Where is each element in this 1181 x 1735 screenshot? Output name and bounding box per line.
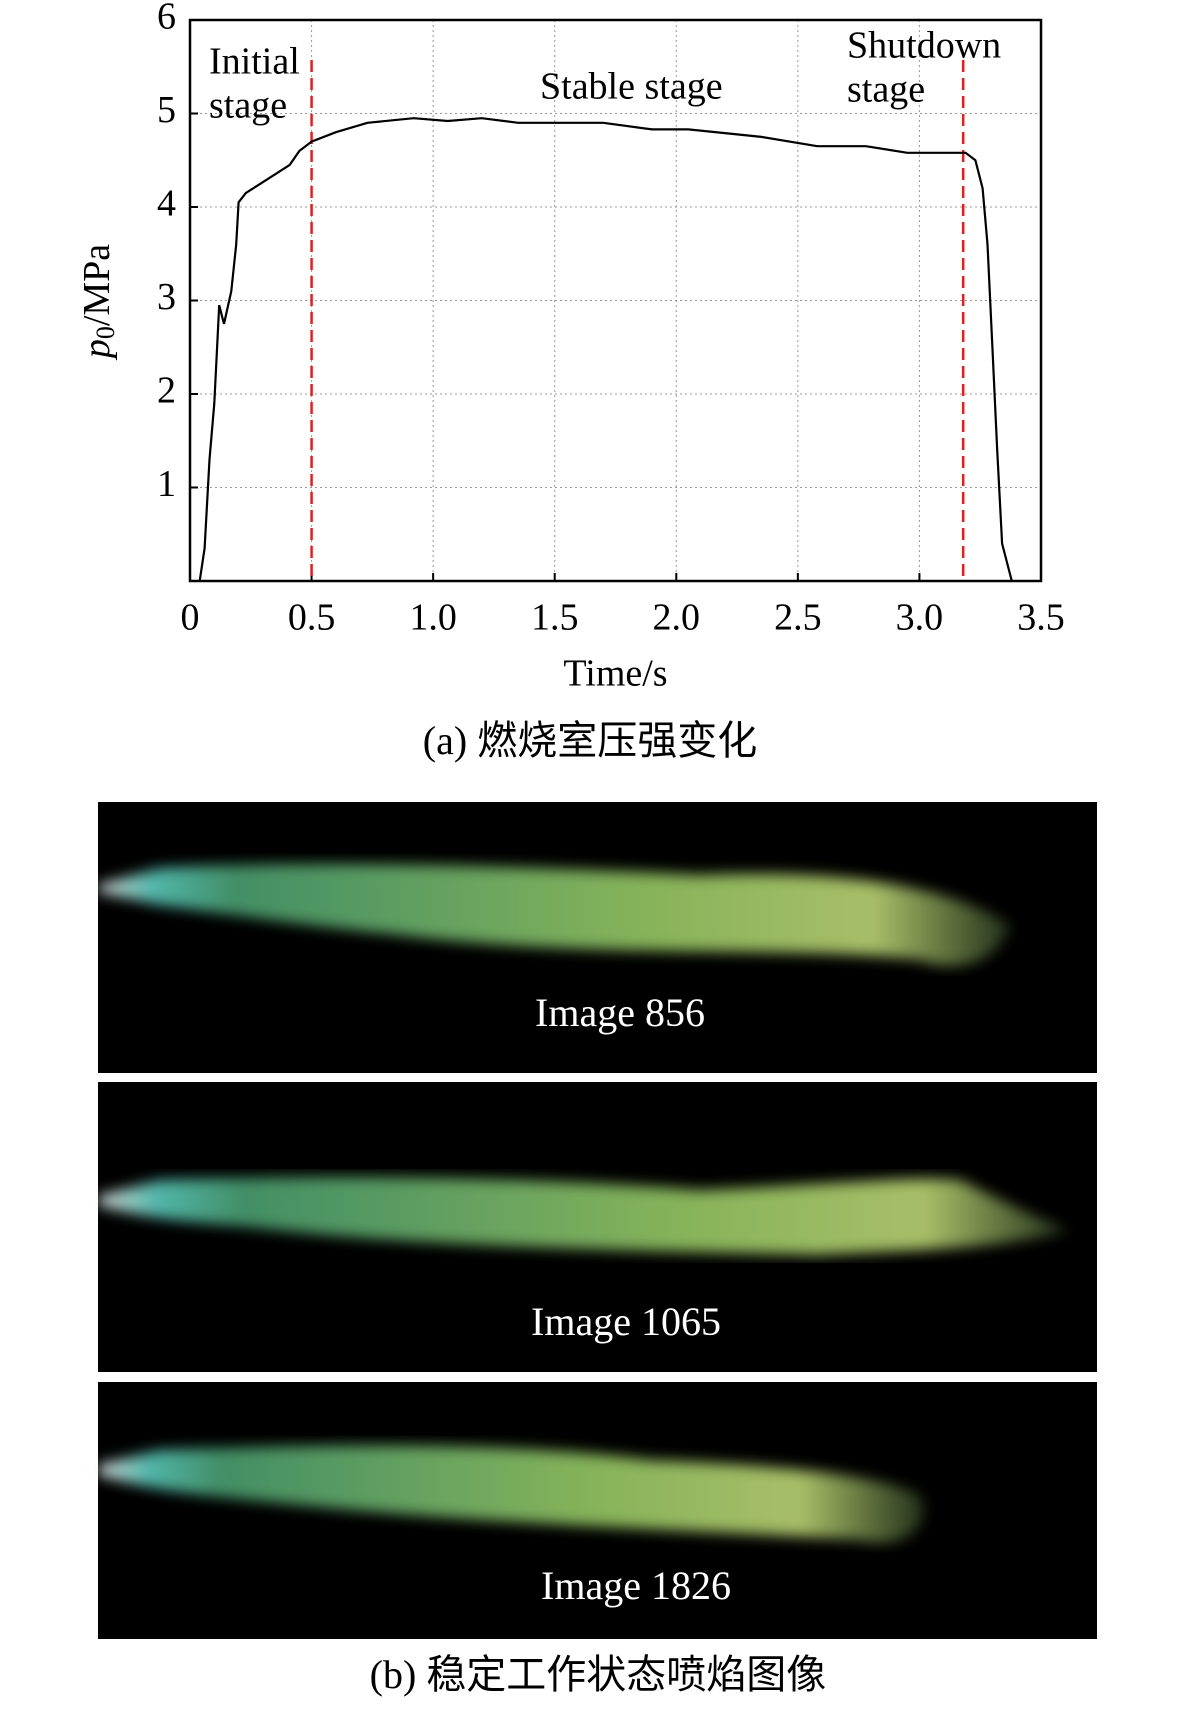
annotation: stage [209, 85, 287, 127]
y-tick-label: 1 [157, 463, 176, 505]
panel: Image 1065 [98, 1082, 1097, 1372]
y-tick-label: 3 [157, 276, 176, 318]
x-tick-label: 0 [181, 597, 200, 639]
flame [98, 1177, 1070, 1255]
x-tick-label: 1.5 [531, 597, 579, 639]
x-tick-label: 3.0 [896, 597, 944, 639]
flame [98, 864, 1010, 966]
x-axis-label: Time/s [563, 653, 667, 695]
annotation: Stable stage [540, 66, 723, 108]
panel: Image 856 [98, 802, 1097, 1073]
annotation: Initial [209, 41, 300, 83]
data-line [198, 117, 1013, 582]
caption-b: (b) 稳定工作状态喷焰图像 [370, 1652, 827, 1697]
y-axis-label-part: 0 [91, 326, 120, 339]
panel-label: Image 1065 [531, 1299, 721, 1344]
panel-label: Image 856 [535, 990, 705, 1035]
x-tick-label: 2.0 [653, 597, 701, 639]
caption-a: (a) 燃烧室压强变化 [423, 718, 757, 763]
x-tick-label: 0.5 [288, 597, 336, 639]
y-tick-label: 4 [157, 183, 176, 225]
flame [98, 1445, 924, 1543]
y-tick-label: 5 [157, 89, 176, 131]
y-axis-label-part: p [76, 339, 118, 361]
y-tick-label: 6 [157, 0, 176, 38]
panel: Image 1826 [98, 1382, 1097, 1639]
annotation: Shutdown [847, 25, 1001, 67]
x-tick-label: 1.0 [409, 597, 457, 639]
y-tick-label: 2 [157, 370, 176, 412]
x-tick-label: 2.5 [774, 597, 822, 639]
panel-label: Image 1826 [541, 1563, 731, 1608]
plot-frame [188, 18, 1043, 583]
y-axis-label-part: /MPa [76, 244, 118, 326]
y-axis-label: p0/MPa [76, 244, 120, 361]
annotation: stage [847, 69, 925, 111]
x-tick-label: 3.5 [1017, 597, 1065, 639]
